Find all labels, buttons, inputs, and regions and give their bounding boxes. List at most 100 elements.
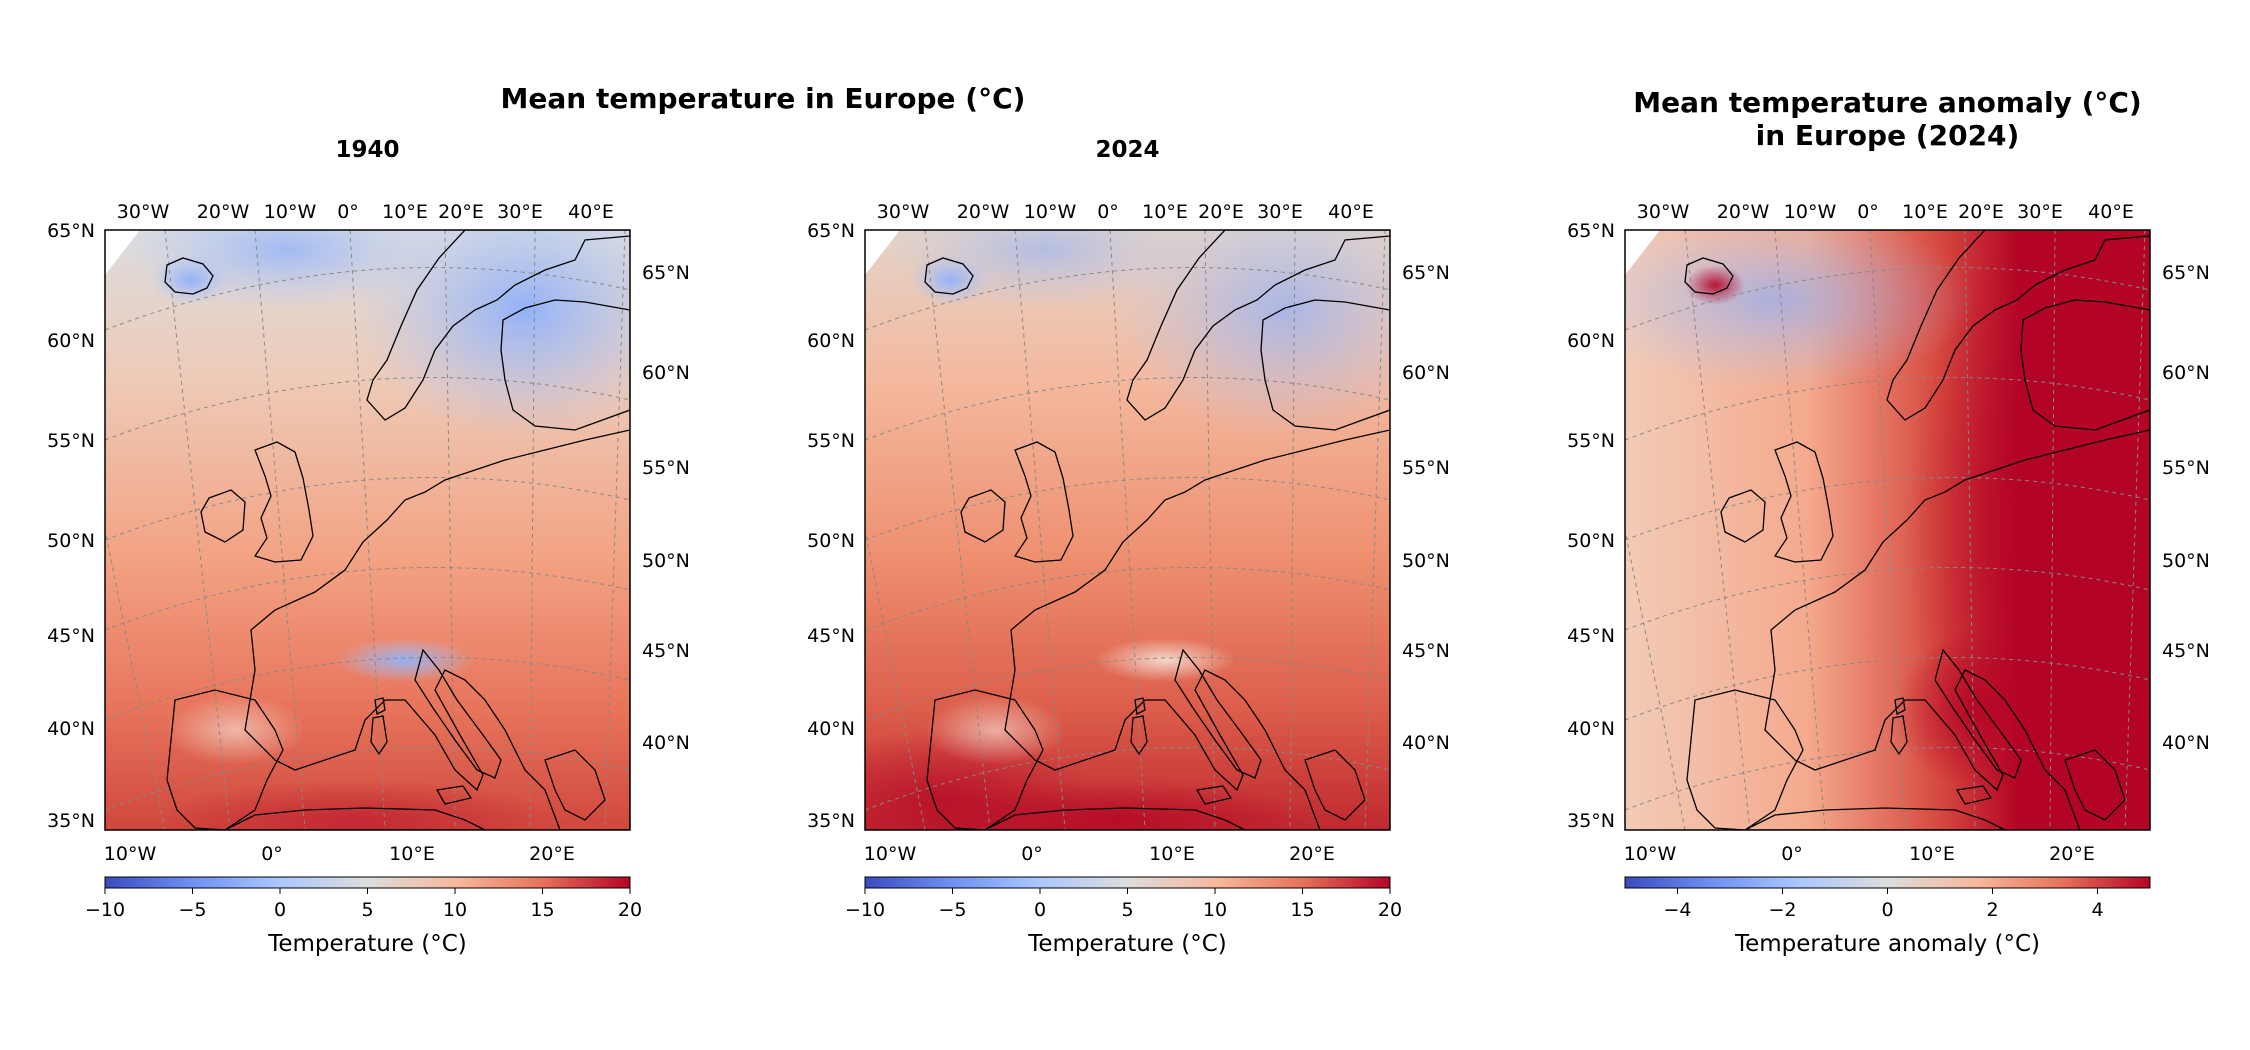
colorbar-scale: [864, 876, 1391, 889]
top-tick-label: 10°E: [382, 201, 428, 223]
coastline-iceland: [164, 257, 214, 295]
colorbar-label: Temperature anomaly (°C): [1734, 931, 2040, 957]
map-area: [105, 230, 630, 830]
coastline-greece: [1304, 749, 1366, 821]
right-tick-label: 45°N: [642, 640, 690, 662]
left-tick-label: 55°N: [807, 430, 855, 452]
coastline-greece: [2064, 749, 2126, 821]
right-tick-label: 60°N: [1402, 362, 1450, 384]
colorbar-tick-label: 10: [1203, 899, 1227, 921]
warm-anomaly-patch-iceland: [1685, 265, 1745, 305]
figure-title: Mean temperature in Europe (°C): [501, 82, 1026, 115]
coastline-ireland: [200, 489, 246, 543]
bottom-tick-label: 0°: [1781, 843, 1803, 865]
coastline-sardinia: [1890, 715, 1908, 756]
top-tick-label: 20°E: [1958, 201, 2004, 223]
left-tick-label: 65°N: [47, 220, 95, 242]
colorbar-scale: [104, 876, 631, 889]
coastline-iceland: [924, 257, 974, 295]
right-tick-label: 65°N: [642, 262, 690, 284]
top-tick-label: 30°E: [2017, 201, 2063, 223]
bottom-tick-label: 20°E: [529, 843, 575, 865]
coastline-ireland: [960, 489, 1006, 543]
iberia-plateau-patch: [165, 695, 305, 765]
colorbar-tick-label: −10: [845, 899, 885, 921]
right-tick-label: 50°N: [2162, 550, 2210, 572]
colorbar-tick-label: −4: [1663, 899, 1691, 921]
coastline-sardinia: [370, 715, 388, 756]
colorbar: −10 −5 0 5 10 15 20 Temperature (°C): [85, 876, 642, 957]
top-tick-label: 0°: [337, 201, 359, 223]
bottom-tick-label: 10°W: [104, 843, 157, 865]
bottom-tick-label: 20°E: [2049, 843, 2095, 865]
coastline-scandinavia: [366, 230, 630, 421]
top-tick-label: 20°E: [438, 201, 484, 223]
coastline-iberia: [926, 689, 1044, 830]
alps-patch: [335, 638, 475, 682]
left-tick-label: 60°N: [47, 330, 95, 352]
colorbar-tick-label: 20: [618, 899, 642, 921]
cold-patch-iceland: [150, 254, 230, 306]
left-tick-label: 45°N: [47, 625, 95, 647]
coastline-italy: [414, 648, 502, 779]
coastline-italy: [1934, 648, 2022, 779]
bottom-tick-label: 10°E: [1149, 843, 1195, 865]
coastline-corsica: [1894, 697, 1906, 715]
right-tick-label: 55°N: [642, 457, 690, 479]
left-tick-label: 40°N: [807, 718, 855, 740]
coastline-sicily: [1955, 785, 1993, 805]
bottom-tick-label: 10°W: [864, 843, 917, 865]
no-data-corner: [105, 230, 140, 275]
left-tick-label: 60°N: [807, 330, 855, 352]
coastline-africa: [224, 807, 486, 830]
coastline-continent: [244, 429, 630, 830]
right-tick-label: 65°N: [2162, 262, 2210, 284]
top-tick-label: 30°E: [497, 201, 543, 223]
right-tick-label: 55°N: [2162, 457, 2210, 479]
map-area: [1625, 230, 2150, 830]
coastline-britain: [253, 441, 314, 563]
right-tick-label: 45°N: [1402, 640, 1450, 662]
colorbar-tick-label: 0: [1034, 899, 1046, 921]
colorbar-tick-label: 5: [1121, 899, 1133, 921]
map-panel-panom: Mean temperature anomaly (°C)in Europe (…: [1567, 86, 2210, 957]
top-tick-label: 30°W: [877, 201, 930, 223]
colorbar-tick-label: 2: [1986, 899, 1998, 921]
panel-title: 2024: [1095, 137, 1159, 163]
no-data-corner: [1625, 230, 1660, 275]
coastline-africa: [984, 807, 1246, 830]
right-tick-label: 60°N: [642, 362, 690, 384]
top-tick-label: 10°W: [1784, 201, 1837, 223]
coastline-britain: [1773, 441, 1834, 563]
colorbar-tick-label: −5: [938, 899, 966, 921]
left-tick-label: 50°N: [47, 530, 95, 552]
top-tick-label: 20°E: [1198, 201, 1244, 223]
coastline-finland: [2020, 299, 2150, 431]
cold-patch-iceland: [910, 254, 990, 306]
colorbar-tick-label: −10: [85, 899, 125, 921]
map-panel-p2024: 2024 30°W 20°W 10°W 0° 10°E 20°E 30°E 40°E 65°N 60…: [807, 137, 1450, 957]
top-tick-label: 30°E: [1257, 201, 1303, 223]
right-tick-label: 60°N: [2162, 362, 2210, 384]
left-tick-label: 65°N: [1567, 220, 1615, 242]
coastline-iberia: [166, 689, 284, 830]
colorbar-tick-label: −2: [1768, 899, 1796, 921]
top-tick-label: 30°W: [1637, 201, 1690, 223]
coastline-italy: [1174, 648, 1262, 779]
left-tick-label: 35°N: [807, 810, 855, 832]
left-tick-label: 40°N: [1567, 718, 1615, 740]
colorbar: −10 −5 0 5 10 15 20 Temperature (°C): [845, 876, 1402, 957]
left-tick-label: 45°N: [1567, 625, 1615, 647]
panel-title: 1940: [335, 137, 399, 163]
right-tick-label: 50°N: [642, 550, 690, 572]
colorbar-tick-label: 0: [1881, 899, 1893, 921]
warm-anomaly-patch-italy: [1895, 630, 2055, 790]
left-tick-label: 55°N: [47, 430, 95, 452]
coastline-ireland: [1720, 489, 1766, 543]
coastline-continent: [1764, 429, 2150, 830]
coastline-continent: [1004, 429, 1390, 830]
left-tick-label: 55°N: [1567, 430, 1615, 452]
right-tick-label: 50°N: [1402, 550, 1450, 572]
top-tick-label: 0°: [1097, 201, 1119, 223]
